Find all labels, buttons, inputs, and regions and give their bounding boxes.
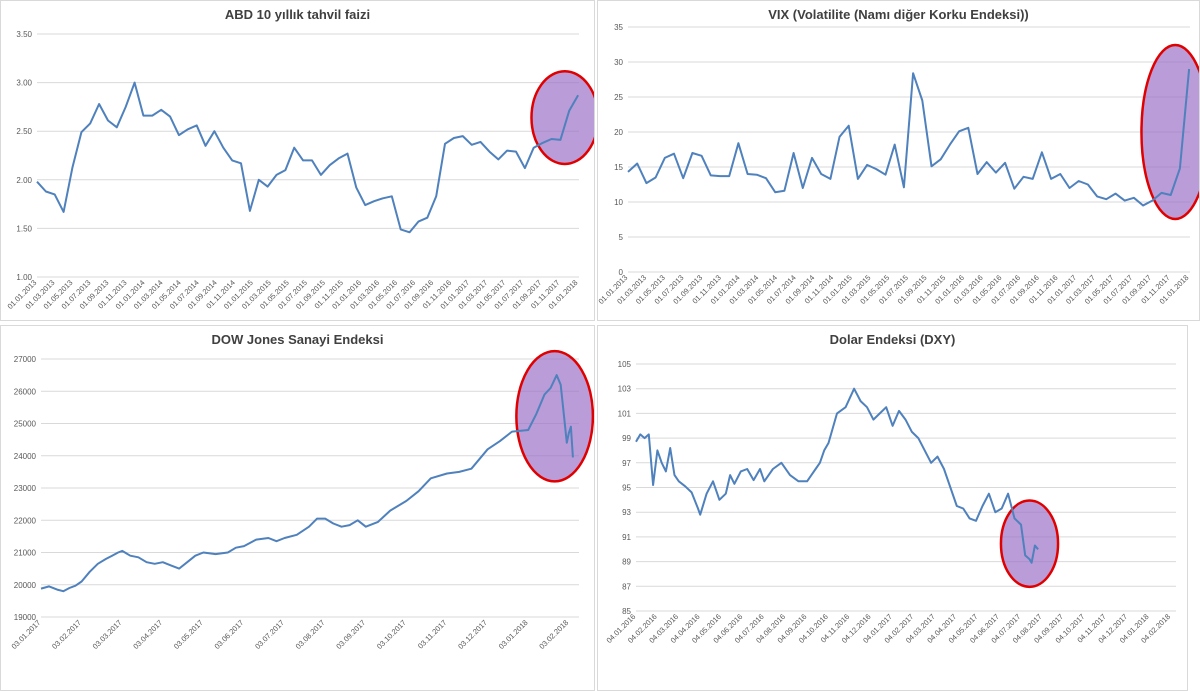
y-tick-label: 99 — [622, 434, 631, 443]
chart-plot: 19000 20000 21000 22000 23000 24000 25000 26000… — [10, 349, 594, 651]
y-tick-label: 22000 — [14, 516, 37, 525]
highlight-ellipse — [1140, 43, 1199, 221]
y-tick-label: 19000 — [14, 613, 37, 622]
chart-panel-dow-jones: DOW Jones Sanayi Endeksi 19000 20000 21000… — [0, 325, 595, 691]
y-tick-label: 10 — [614, 198, 623, 207]
highlight-ellipse — [515, 349, 594, 483]
x-tick-label: 03.02.2017 — [50, 618, 83, 651]
y-tick-label: 95 — [622, 484, 631, 493]
y-tick-label: 1.50 — [16, 224, 32, 233]
y-tick-label: 93 — [622, 508, 631, 517]
x-tick-label: 03.04.2017 — [131, 618, 164, 651]
x-tick-label: 03.07.2017 — [253, 618, 286, 651]
y-tick-label: 3.50 — [16, 30, 32, 39]
chart-panel-vix: VIX (Volatilite (Namı diğer Korku Endeks… — [597, 0, 1200, 321]
y-tick-label: 2.50 — [16, 127, 32, 136]
y-tick-label: 85 — [622, 607, 631, 616]
x-tick-label: 03.08.2017 — [294, 618, 327, 651]
x-tick-label: 03.12.2017 — [456, 618, 489, 651]
y-tick-label: 2.00 — [16, 176, 32, 185]
x-tick-label: 03.05.2017 — [172, 618, 205, 651]
y-tick-label: 35 — [614, 23, 623, 32]
x-tick-label: 03.06.2017 — [213, 618, 246, 651]
chart-plot: 858789919395979910110310504.01.201604.02… — [605, 360, 1176, 645]
y-tick-label: 5 — [619, 233, 624, 242]
y-tick-label: 20000 — [14, 581, 37, 590]
chart-title: Dolar Endeksi (DXY) — [829, 332, 956, 347]
highlight-ellipse — [530, 69, 594, 166]
y-tick-label: 15 — [614, 163, 623, 172]
chart-panel-dollar-index: Dolar Endeksi (DXY) 85 87 89 91 93 95 97 99 101 1… — [597, 325, 1188, 691]
y-tick-label: 20 — [614, 128, 623, 137]
chart-title: DOW Jones Sanayi Endeksi — [211, 332, 384, 347]
highlight-ellipse — [999, 499, 1060, 589]
x-tick-label: 03.11.2017 — [416, 618, 449, 651]
y-tick-label: 27000 — [14, 355, 37, 364]
x-tick-label: 03.01.2017 — [10, 618, 43, 651]
y-tick-label: 105 — [618, 360, 632, 369]
x-tick-label: 03.09.2017 — [334, 618, 367, 651]
series-line — [40, 374, 574, 593]
chart-title: VIX (Volatilite (Namı diğer Korku Endeks… — [768, 7, 1029, 22]
y-tick-label: 23000 — [14, 484, 37, 493]
y-tick-label: 91 — [622, 533, 631, 542]
y-tick-label: 21000 — [14, 549, 37, 558]
y-tick-label: 87 — [622, 582, 631, 591]
series-line — [627, 68, 1191, 207]
y-tick-label: 25 — [614, 93, 623, 102]
chart-plot: 1.001.502.002.503.003.5001.01.201301.03.… — [6, 30, 594, 311]
x-tick-label: 03.10.2017 — [375, 618, 408, 651]
series-line — [635, 387, 1039, 564]
y-tick-label: 103 — [618, 385, 632, 394]
y-tick-label: 101 — [618, 409, 632, 418]
series-line — [36, 81, 579, 234]
y-tick-label: 1.00 — [16, 273, 32, 282]
y-tick-label: 30 — [614, 58, 623, 67]
y-tick-label: 26000 — [14, 387, 37, 396]
y-tick-label: 89 — [622, 558, 631, 567]
chart-title: ABD 10 yıllık tahvil faizi — [224, 7, 371, 22]
y-tick-label: 24000 — [14, 452, 37, 461]
x-tick-label: 03.03.2017 — [91, 618, 124, 651]
y-tick-label: 25000 — [14, 420, 37, 429]
y-tick-label: 0 — [619, 268, 624, 277]
x-tick-label: 03.02.2018 — [537, 618, 570, 651]
x-tick-label: 03.01.2018 — [497, 618, 530, 651]
chart-panel-treasury-yield: ABD 10 yıllık tahvil faizi 1.00 1.50 2.00 2… — [0, 0, 595, 321]
chart-plot: 0510152025303501.01.201301.03.201301.05.… — [598, 23, 1199, 306]
y-tick-label: 97 — [622, 459, 631, 468]
y-tick-label: 3.00 — [16, 79, 32, 88]
